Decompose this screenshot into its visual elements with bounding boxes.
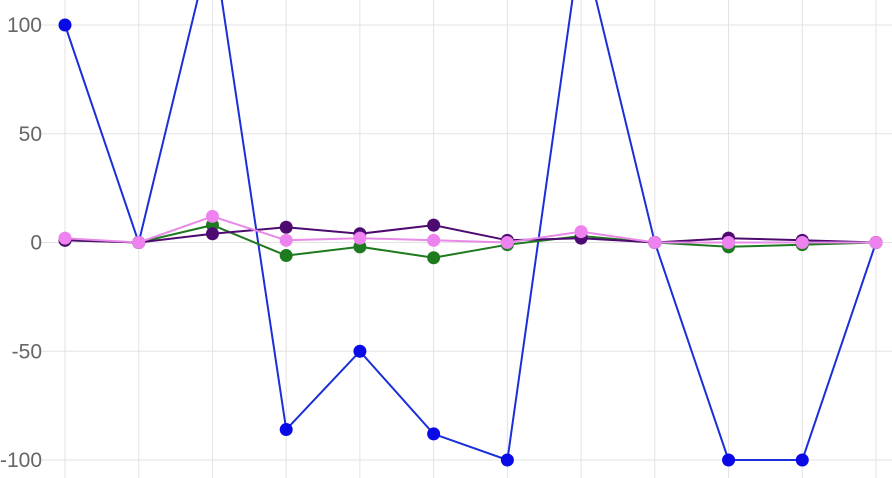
data-point[interactable]: [279, 220, 293, 234]
series-line: [64, 0, 877, 462]
data-point[interactable]: [205, 227, 219, 241]
data-point[interactable]: [58, 18, 72, 32]
series-layer: [58, 0, 883, 467]
series-line: [64, 224, 877, 244]
data-point[interactable]: [427, 233, 441, 247]
y-tick-label: 50: [19, 123, 42, 146]
data-point[interactable]: [58, 231, 72, 245]
y-tick-label: -100: [0, 449, 42, 472]
data-point[interactable]: [869, 236, 883, 249]
series-line: [64, 224, 877, 259]
data-point[interactable]: [722, 453, 736, 467]
data-point[interactable]: [795, 453, 809, 467]
y-axis: 100 50 0 -50 -100: [0, 14, 42, 472]
data-point[interactable]: [795, 236, 809, 249]
data-point[interactable]: [132, 236, 146, 249]
data-point[interactable]: [427, 251, 441, 265]
data-point[interactable]: [722, 236, 736, 249]
data-point[interactable]: [279, 423, 293, 437]
data-point[interactable]: [500, 453, 514, 467]
y-tick-label: 100: [7, 14, 42, 37]
data-point[interactable]: [427, 427, 441, 441]
series-3: [58, 218, 883, 249]
data-point[interactable]: [279, 233, 293, 247]
data-point[interactable]: [427, 218, 441, 232]
data-point[interactable]: [353, 231, 367, 245]
data-point[interactable]: [353, 344, 367, 358]
y-tick-label: -50: [12, 340, 42, 363]
data-point[interactable]: [279, 249, 293, 263]
data-point[interactable]: [500, 236, 514, 249]
data-point[interactable]: [205, 209, 219, 223]
series-4: [58, 209, 883, 249]
data-point[interactable]: [648, 236, 662, 249]
y-tick-label: 0: [30, 232, 42, 255]
series-line: [64, 215, 876, 244]
data-point[interactable]: [574, 225, 588, 239]
